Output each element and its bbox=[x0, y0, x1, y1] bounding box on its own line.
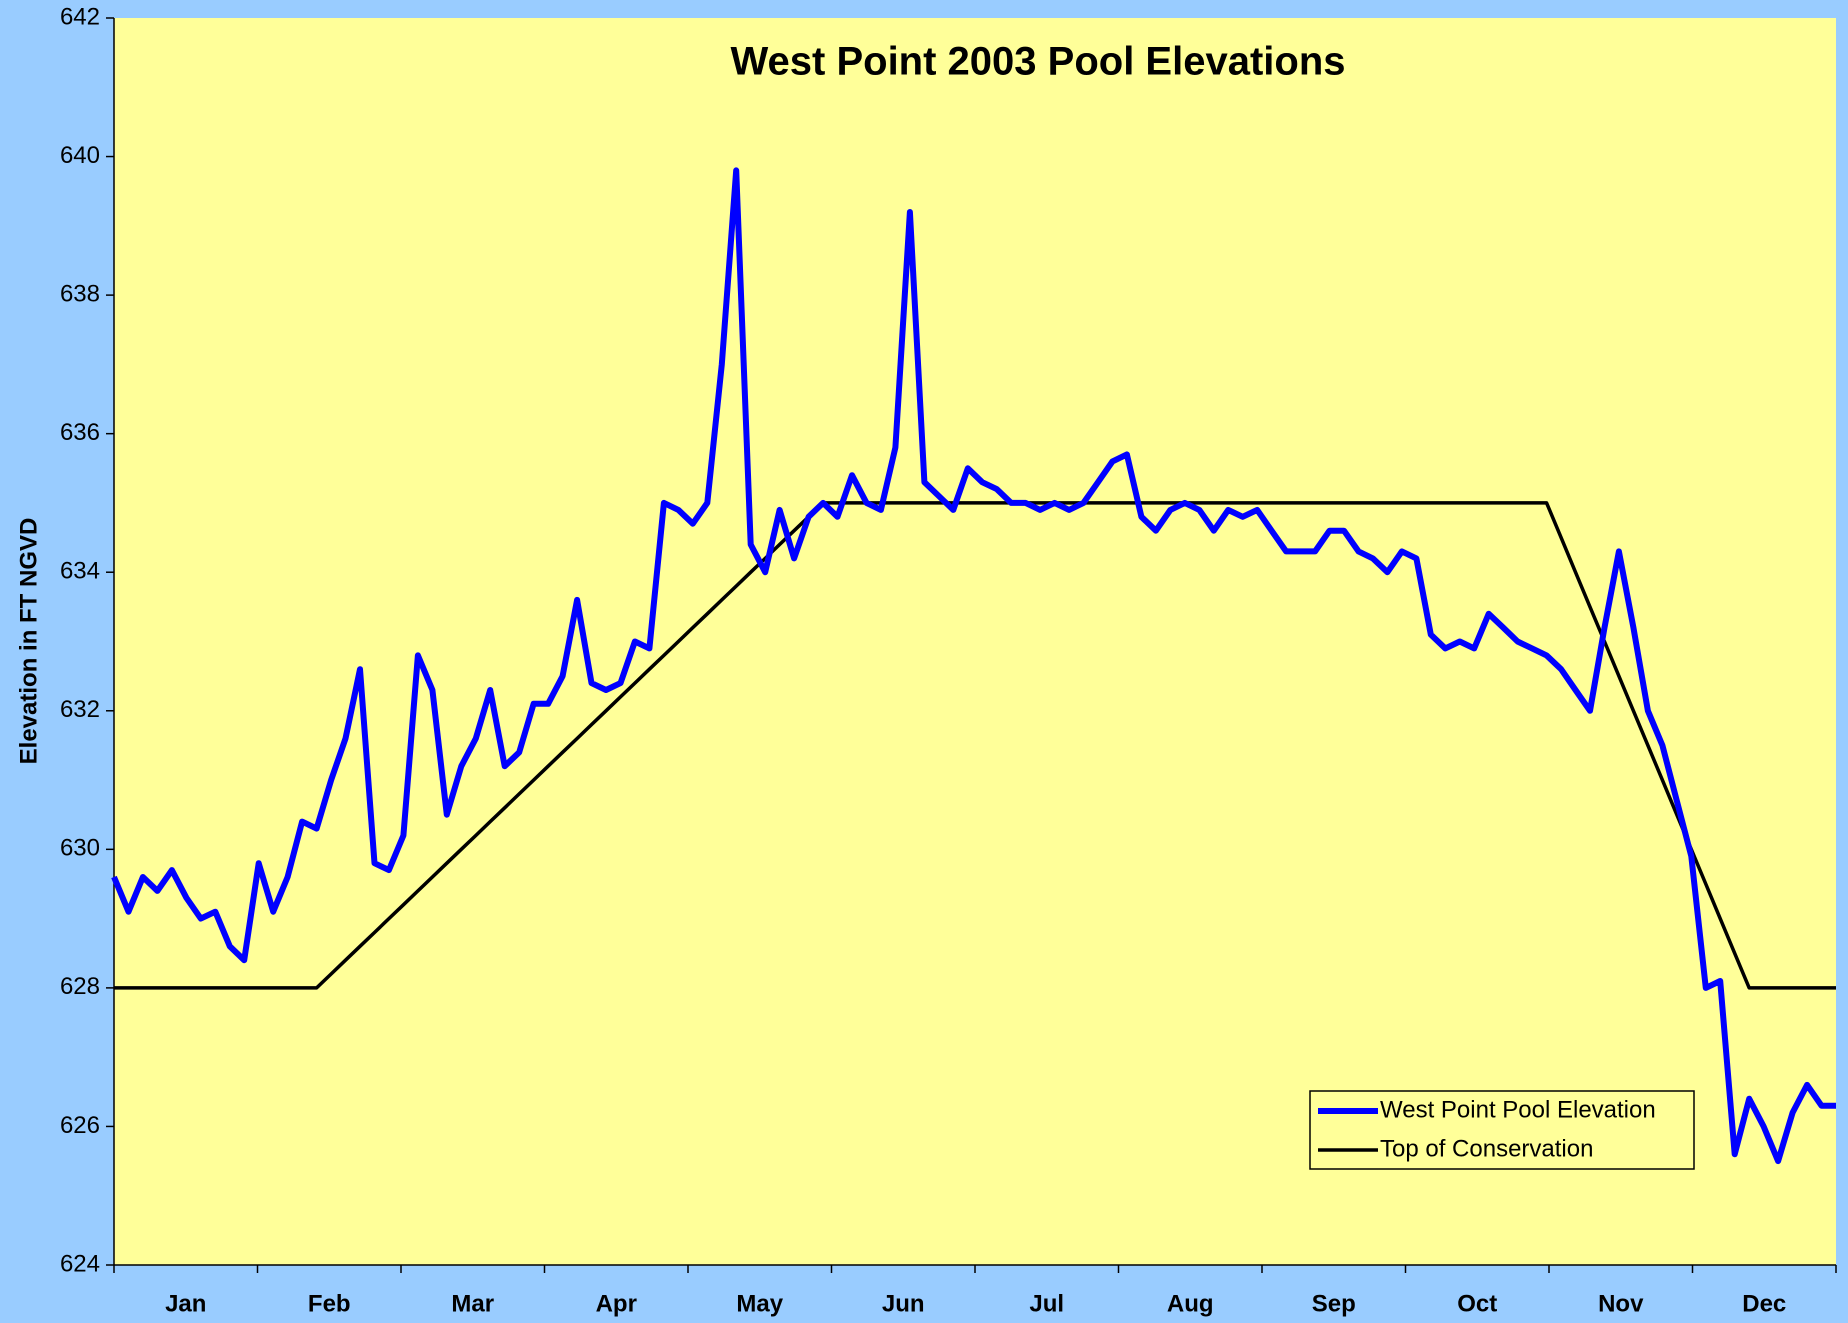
y-tick-label: 638 bbox=[60, 280, 100, 307]
series-line bbox=[114, 501, 1836, 990]
x-tick-label: Apr bbox=[596, 1290, 637, 1317]
x-tick-label: Dec bbox=[1742, 1290, 1786, 1317]
chart-title: West Point 2003 Pool Elevations bbox=[731, 40, 1346, 84]
legend-label: West Point Pool Elevation bbox=[1380, 1096, 1656, 1123]
y-tick-label: 634 bbox=[60, 558, 100, 585]
y-tick-label: 630 bbox=[60, 835, 100, 862]
series-line bbox=[111, 167, 1836, 1165]
y-tick-label: 624 bbox=[60, 1250, 100, 1277]
y-tick-label: 626 bbox=[60, 1112, 100, 1139]
x-tick-label: Nov bbox=[1598, 1290, 1644, 1317]
x-tick-label: Jun bbox=[882, 1290, 925, 1317]
y-tick-label: 636 bbox=[60, 419, 100, 446]
x-tick-label: Sep bbox=[1312, 1290, 1356, 1317]
y-tick-label: 642 bbox=[60, 3, 100, 30]
x-tick-label: Jul bbox=[1029, 1290, 1064, 1317]
x-tick-label: Feb bbox=[308, 1290, 351, 1317]
legend-box bbox=[1309, 1090, 1695, 1170]
x-tick-label: Oct bbox=[1457, 1290, 1497, 1317]
legend-label: Top of Conservation bbox=[1380, 1135, 1593, 1162]
x-tick-label: Jan bbox=[165, 1290, 206, 1317]
x-tick-label: Aug bbox=[1167, 1290, 1214, 1317]
y-tick-label: 640 bbox=[60, 142, 100, 169]
plot-area bbox=[114, 18, 1836, 1265]
x-tick-label: May bbox=[736, 1290, 783, 1317]
x-tick-label: Mar bbox=[451, 1290, 494, 1317]
y-axis-label: Elevation in FT NGVD bbox=[15, 518, 42, 765]
y-tick-label: 628 bbox=[60, 973, 100, 1000]
y-tick-label: 632 bbox=[60, 696, 100, 723]
